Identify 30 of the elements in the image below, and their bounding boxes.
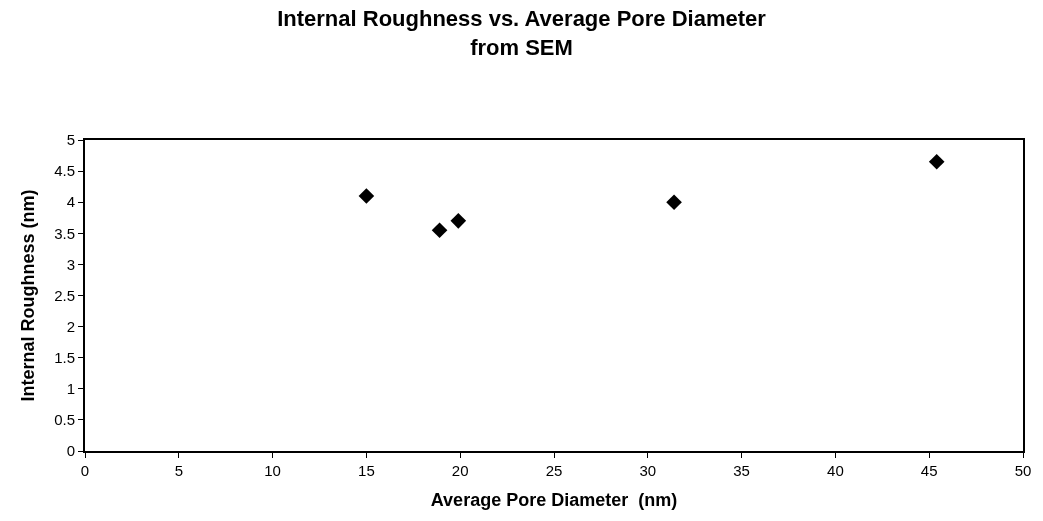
y-tick-label: 2.5 — [54, 286, 75, 304]
x-tick-label: 40 — [827, 462, 844, 479]
y-tick-label: 3 — [66, 255, 75, 273]
x-tick-label: 20 — [451, 462, 469, 479]
y-tick-label: 3.5 — [54, 224, 75, 242]
y-tick-label: 0 — [66, 442, 75, 460]
y-tick-label: 1 — [66, 380, 75, 398]
x-axis-title: Average Pore Diameter (nm) — [430, 489, 678, 510]
point — [928, 153, 945, 170]
y-tick-label: 1.5 — [54, 348, 75, 366]
x-tick-label: 35 — [733, 462, 750, 479]
y-tick-label: 2 — [66, 317, 75, 335]
x-tick-label: 5 — [174, 462, 183, 479]
y-tick-label: 5 — [66, 131, 75, 149]
x-tick-label: 15 — [358, 462, 375, 479]
x-tick-label: 50 — [1014, 462, 1032, 479]
point — [450, 213, 467, 229]
y-tick-label: 0.5 — [54, 411, 75, 429]
y-tick-label: 4 — [66, 193, 75, 211]
chart-title: Internal Roughness vs. Average Pore Diameter from SEM — [277, 6, 767, 60]
x-tick-label: 45 — [920, 462, 938, 479]
point — [431, 222, 448, 238]
x-tick-label: 10 — [264, 462, 281, 479]
x-tick-label: 0 — [80, 462, 90, 479]
point — [358, 188, 375, 204]
x-tick-label: 30 — [639, 462, 657, 479]
point — [666, 194, 682, 210]
x-tick-label: 25 — [545, 462, 563, 479]
y-tick-label: 4.5 — [54, 162, 75, 180]
y-axis-title: Internal Roughness (nm) — [17, 189, 38, 402]
